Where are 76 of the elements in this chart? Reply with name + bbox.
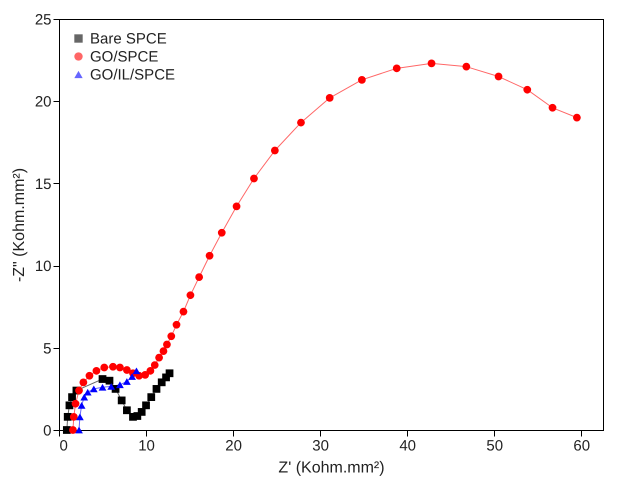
legend-label: GO/SPCE xyxy=(90,48,158,66)
point xyxy=(358,76,366,84)
point xyxy=(150,361,159,369)
point xyxy=(250,174,258,182)
point xyxy=(98,375,106,383)
y-tick-label: 15 xyxy=(34,176,52,193)
point xyxy=(428,60,436,68)
point xyxy=(100,364,108,372)
point xyxy=(270,146,279,154)
x-tick-label: 30 xyxy=(312,438,329,454)
point xyxy=(326,94,334,102)
point xyxy=(106,376,114,385)
point xyxy=(70,412,78,421)
x-tick-label: 20 xyxy=(225,438,242,454)
point xyxy=(142,401,150,410)
point xyxy=(523,86,532,94)
point xyxy=(76,413,84,420)
point xyxy=(138,408,146,416)
y-tick-label: 5 xyxy=(43,340,52,358)
point xyxy=(218,228,226,237)
point xyxy=(155,354,163,362)
point xyxy=(146,366,154,375)
point xyxy=(80,394,88,400)
point xyxy=(180,308,188,316)
point xyxy=(123,378,131,385)
point xyxy=(462,62,470,71)
point xyxy=(172,320,180,329)
point xyxy=(72,400,80,408)
y-tick-label: 0 xyxy=(43,422,52,440)
point xyxy=(548,104,556,112)
point xyxy=(118,396,126,404)
point xyxy=(392,64,401,72)
point xyxy=(90,386,98,392)
point xyxy=(75,426,83,434)
point xyxy=(109,362,117,371)
x-tick-label: 40 xyxy=(399,438,416,454)
point xyxy=(75,386,83,394)
point xyxy=(186,291,194,300)
point xyxy=(132,367,140,374)
point xyxy=(160,347,168,355)
point xyxy=(80,378,88,386)
x-tick-label: 50 xyxy=(486,438,504,454)
point xyxy=(297,118,305,126)
y-axis-title: -Z" (Kohm.mm²) xyxy=(10,168,28,282)
point xyxy=(128,373,136,380)
point xyxy=(167,332,176,340)
point xyxy=(232,202,240,210)
point xyxy=(206,252,214,260)
point xyxy=(84,388,92,396)
point xyxy=(152,385,160,393)
point xyxy=(78,402,86,409)
y-tick-label: 20 xyxy=(34,94,52,111)
point xyxy=(92,366,100,375)
y-tick-label: 25 xyxy=(34,12,52,28)
point xyxy=(123,406,131,414)
x-axis-title: Z' (Kohm.mm²) xyxy=(278,460,385,476)
y-tick-label: 10 xyxy=(34,258,52,276)
point xyxy=(98,384,106,391)
legend-label: Bare SPCE xyxy=(90,30,167,48)
point xyxy=(163,340,171,348)
point xyxy=(166,369,174,378)
x-tick-label: 0 xyxy=(60,438,68,454)
x-tick-label: 10 xyxy=(138,438,155,454)
point xyxy=(116,364,124,372)
point xyxy=(141,371,150,379)
point xyxy=(195,273,204,281)
x-tick-label: 60 xyxy=(573,438,590,454)
point xyxy=(107,383,116,390)
legend-label: GO/IL/SPCE xyxy=(90,66,176,84)
point xyxy=(69,426,77,434)
point xyxy=(86,372,94,380)
point xyxy=(494,72,502,80)
point xyxy=(573,114,581,122)
point xyxy=(116,381,124,388)
point xyxy=(123,366,131,374)
point xyxy=(147,393,156,401)
